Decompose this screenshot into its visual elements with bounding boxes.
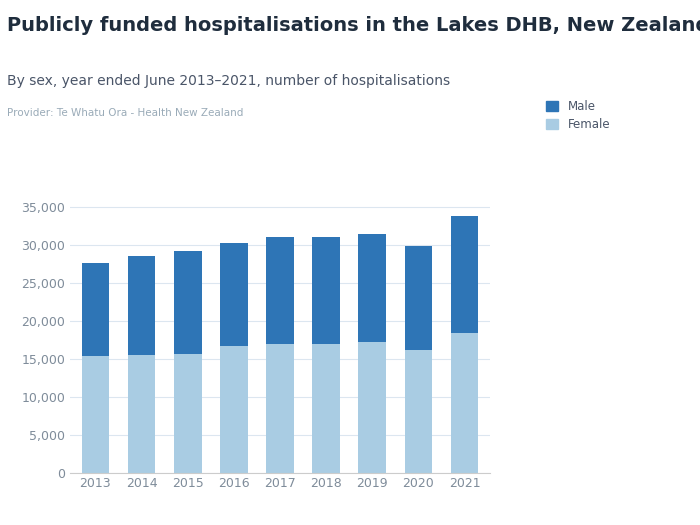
Bar (405, 246, 433, 350)
Text: Provider: Te Whatu Ora - Health New Zealand: Provider: Te Whatu Ora - Health New Zeal… (7, 108, 244, 118)
Bar (127, 355, 155, 472)
Text: figure.nz: figure.nz (574, 28, 658, 46)
Bar (266, 343, 294, 472)
Bar (220, 346, 248, 472)
Bar (266, 237, 294, 343)
Bar (358, 342, 386, 472)
Bar (81, 263, 109, 356)
Bar (405, 350, 433, 472)
Bar (81, 356, 109, 472)
Bar (451, 333, 479, 472)
Bar (220, 243, 248, 346)
Legend: Male, Female: Male, Female (546, 100, 610, 131)
Bar (127, 256, 155, 355)
Bar (312, 237, 340, 343)
Bar (312, 343, 340, 472)
Bar (358, 234, 386, 342)
Text: By sex, year ended June 2013–2021, number of hospitalisations: By sex, year ended June 2013–2021, numbe… (7, 74, 450, 88)
Bar (174, 354, 202, 472)
Text: Publicly funded hospitalisations in the Lakes DHB, New Zealand: Publicly funded hospitalisations in the … (7, 16, 700, 35)
Bar (174, 251, 202, 354)
Bar (451, 216, 479, 333)
